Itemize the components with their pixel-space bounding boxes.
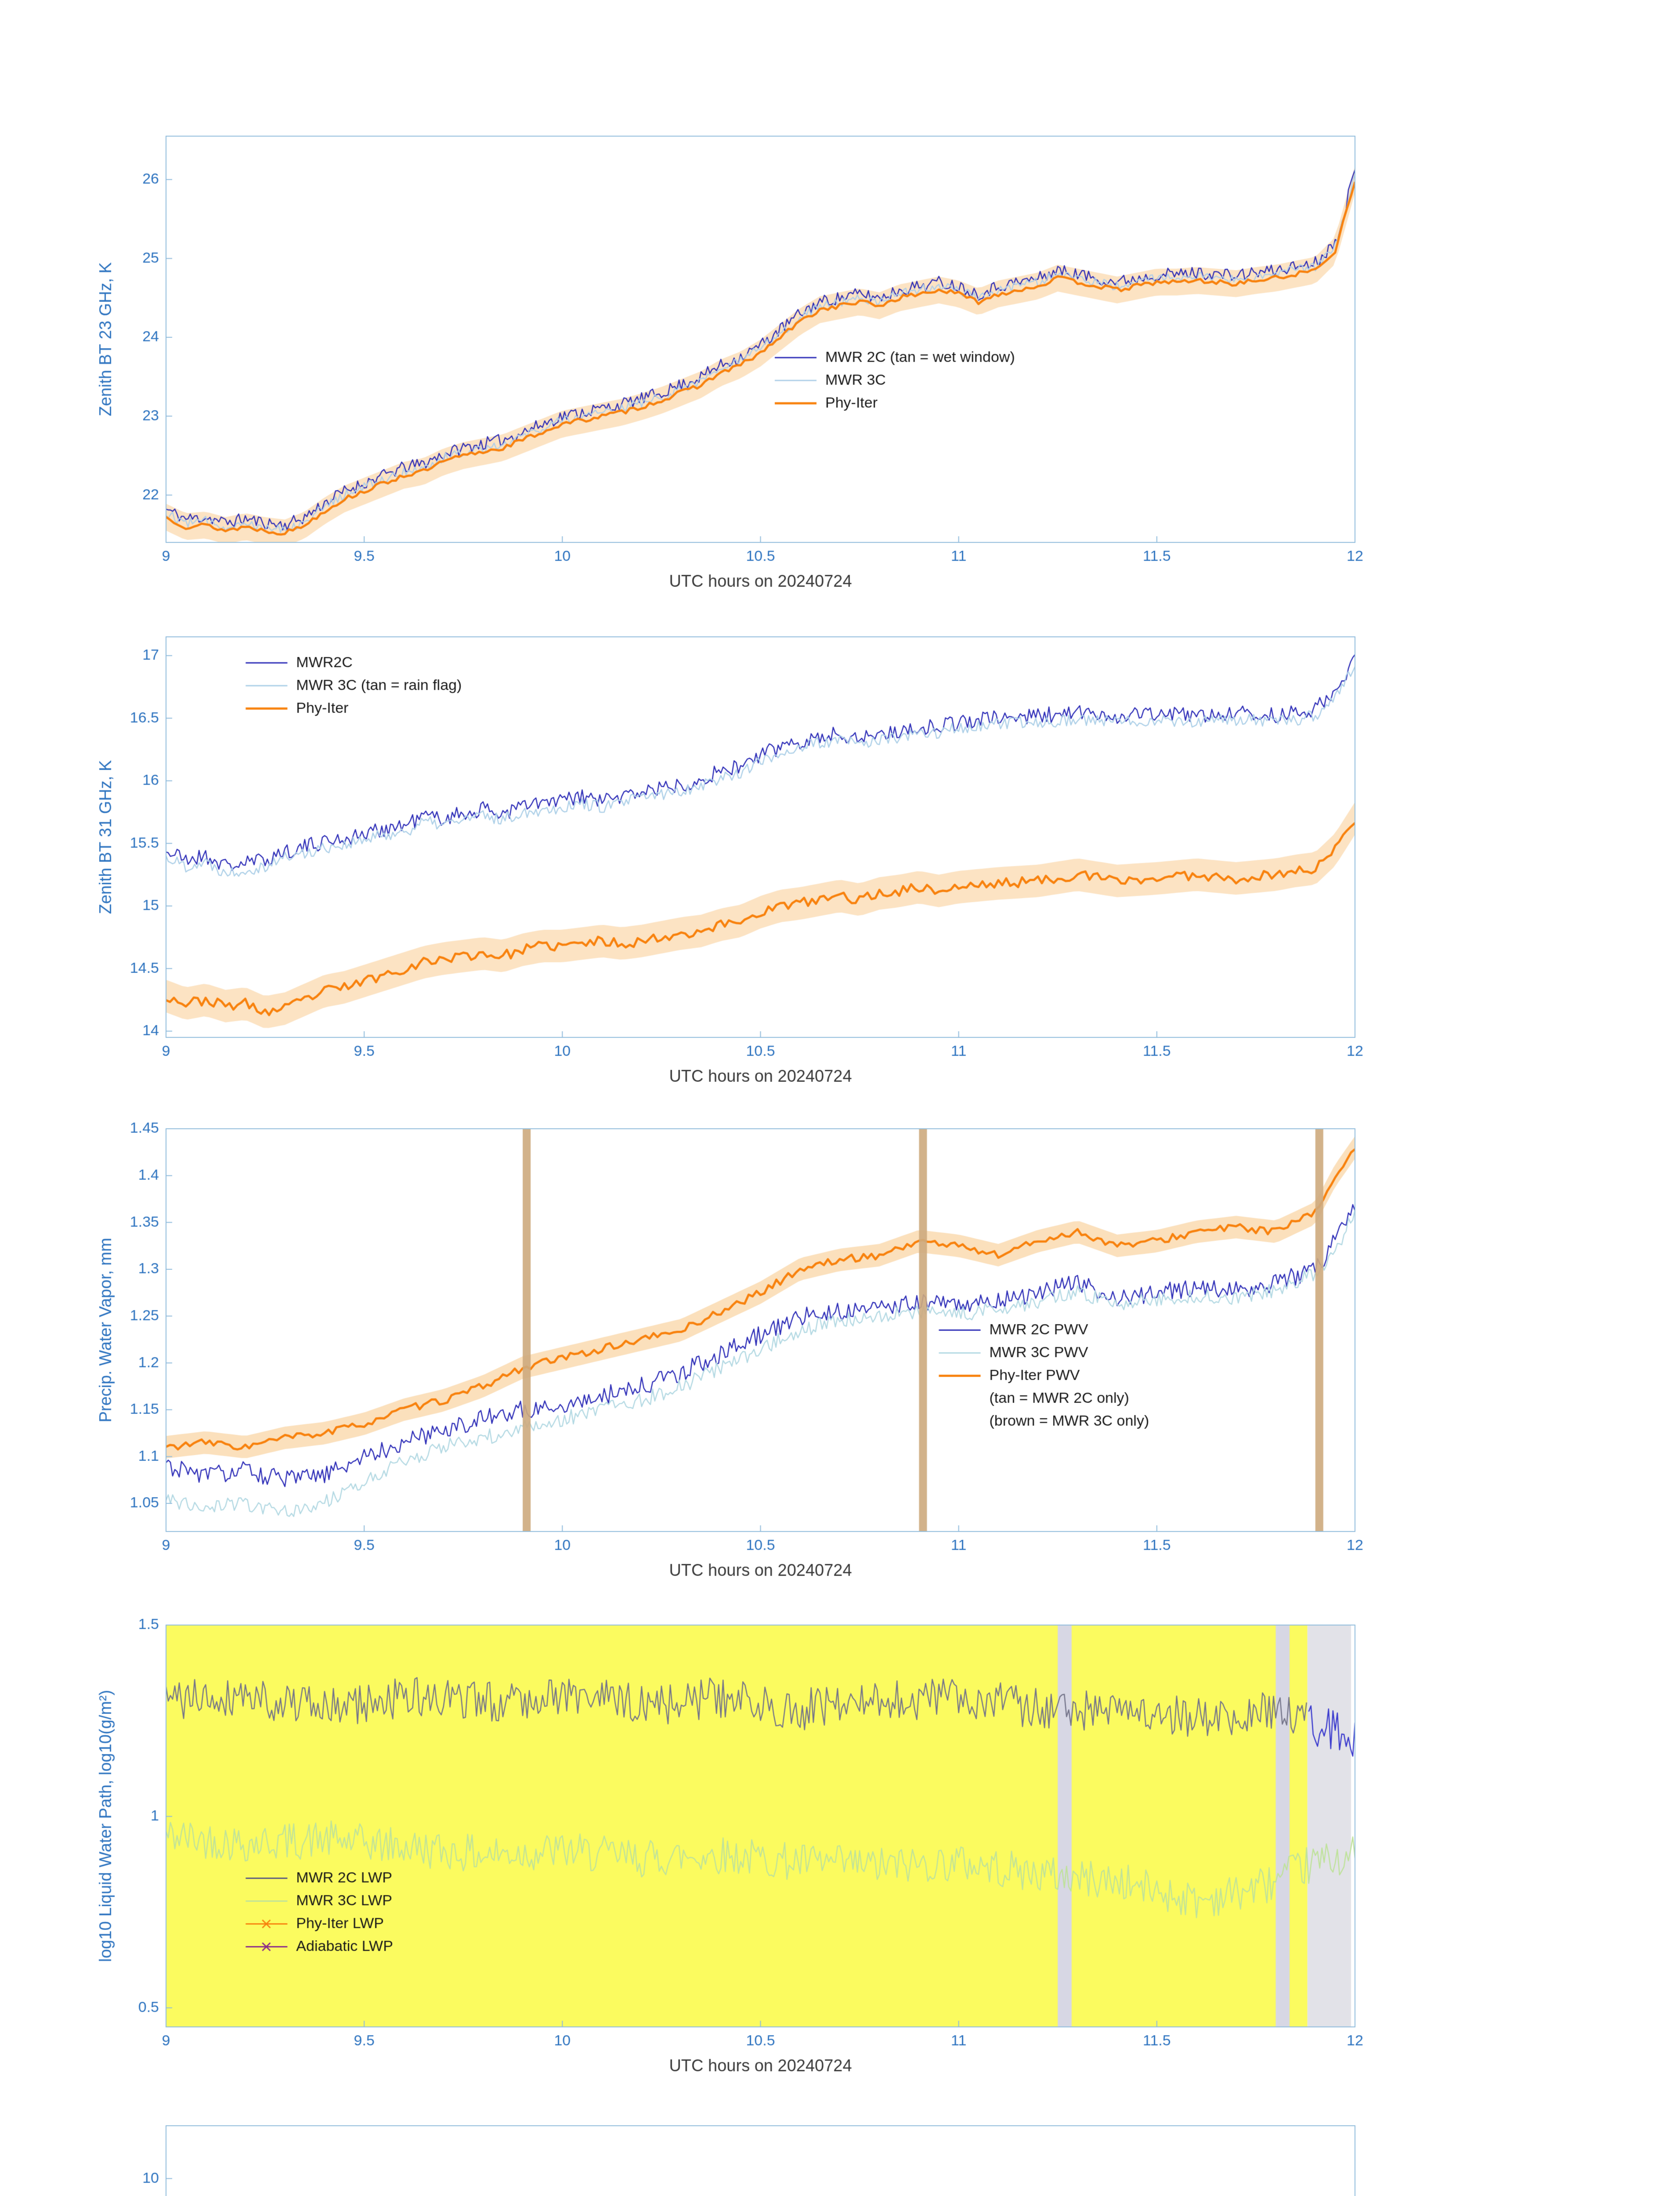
mwr-timeseries-canvas <box>0 0 1680 2196</box>
mwr-quicklook-figure <box>0 0 1680 2196</box>
